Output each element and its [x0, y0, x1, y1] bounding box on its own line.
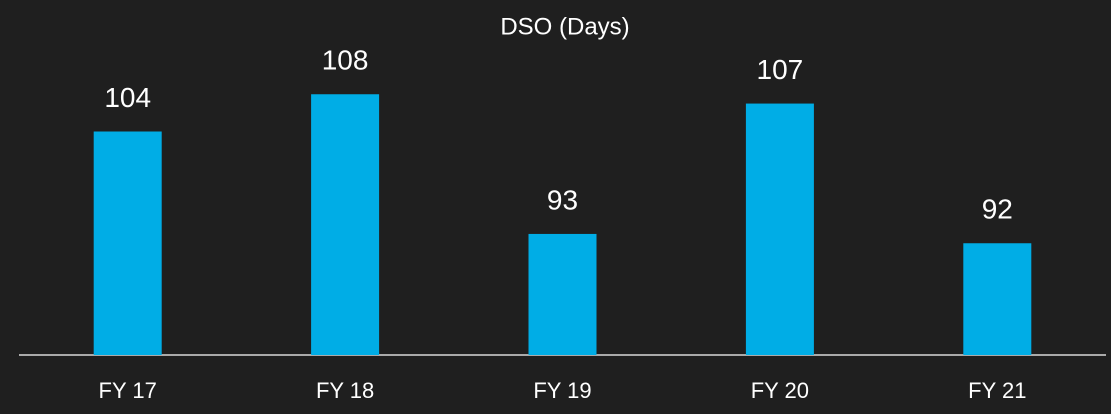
- data-label: 107: [757, 54, 804, 85]
- x-tick-label: FY 21: [968, 378, 1026, 403]
- bar: [963, 243, 1032, 355]
- bar: [745, 103, 814, 355]
- x-tick-label: FY 17: [99, 378, 157, 403]
- data-label: 93: [547, 184, 578, 215]
- bar: [311, 94, 380, 355]
- bar: [528, 233, 597, 355]
- bar: [93, 131, 162, 355]
- x-tick-label: FY 18: [316, 378, 374, 403]
- chart-title: DSO (Days): [500, 13, 629, 40]
- data-label: 104: [104, 82, 151, 113]
- data-label: 92: [982, 194, 1013, 225]
- data-label: 108: [322, 45, 369, 76]
- x-tick-label: FY 19: [533, 378, 591, 403]
- x-tick-label: FY 20: [751, 378, 809, 403]
